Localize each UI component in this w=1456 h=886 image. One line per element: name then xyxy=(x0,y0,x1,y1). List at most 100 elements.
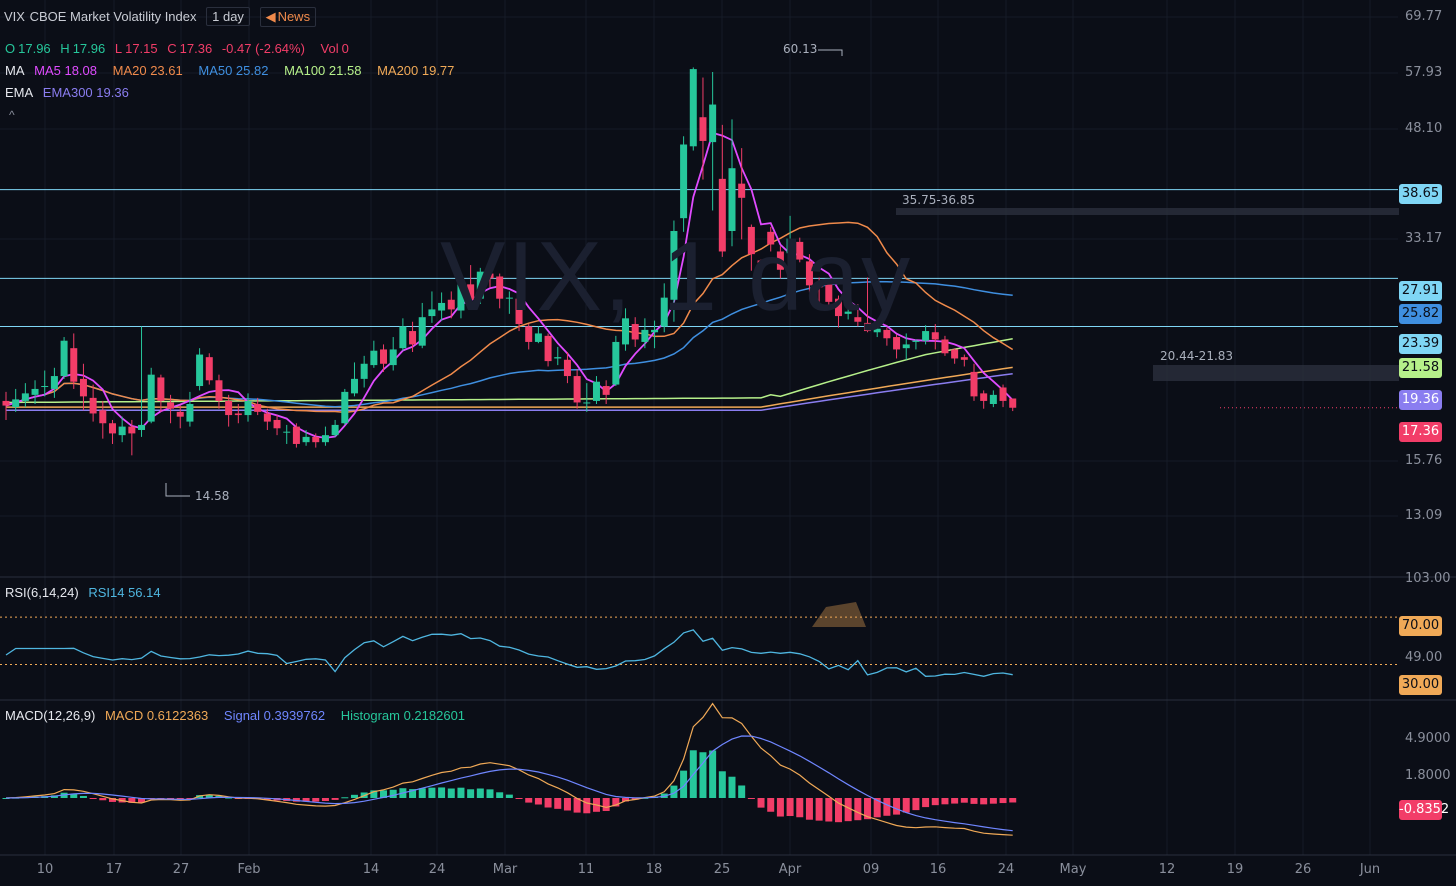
candle-body xyxy=(254,404,262,412)
candle-body xyxy=(428,309,436,317)
macd-histogram-bar xyxy=(515,798,523,799)
interval-selector[interactable]: 1 day xyxy=(206,7,250,26)
hline-price-tag[interactable]: 27.91 xyxy=(1399,281,1442,301)
macd-histogram-bar xyxy=(583,798,591,814)
macd-histogram-bar xyxy=(486,789,494,798)
macd-histogram-bar xyxy=(496,792,504,798)
symbol-name[interactable]: CBOE Market Volatility Index xyxy=(29,9,197,24)
open-label: O xyxy=(5,41,16,56)
macd-histogram-bar xyxy=(331,798,339,800)
low-marker xyxy=(165,483,190,497)
candle-body xyxy=(893,337,901,350)
macd-histogram-bar xyxy=(670,785,678,798)
candle-body xyxy=(941,339,949,354)
macd-histogram-bar xyxy=(389,789,397,798)
candle-body xyxy=(902,344,910,349)
candle-body xyxy=(699,117,707,141)
symbol-ticker[interactable]: VIX xyxy=(4,9,25,24)
hline-price-tag[interactable]: 23.39 xyxy=(1399,334,1442,354)
candle-body xyxy=(60,340,68,377)
candle-body xyxy=(689,69,697,147)
ema-legend[interactable]: EMA EMA300 19.36 xyxy=(5,85,135,100)
histogram-value: Histogram 0.2182601 xyxy=(340,708,466,723)
macd-histogram-bar xyxy=(883,798,891,816)
candle-body xyxy=(225,400,233,416)
candle-body xyxy=(321,435,329,443)
macd-histogram-bar xyxy=(922,798,930,808)
macd-histogram-bar xyxy=(612,798,620,807)
high-label: H xyxy=(60,41,70,56)
candle-body xyxy=(931,332,939,340)
candle-body xyxy=(31,388,39,395)
collapse-legend-icon[interactable]: ^ xyxy=(9,108,15,122)
volume-value: 0 xyxy=(341,41,349,56)
candle-body xyxy=(960,357,968,360)
macd-histogram-bar xyxy=(438,787,446,798)
rsi-line xyxy=(5,629,1013,677)
macd-histogram-bar xyxy=(999,798,1007,804)
macd-histogram-bar xyxy=(225,797,233,799)
price-zone-box xyxy=(1153,365,1399,381)
rsi-overbought-fill xyxy=(812,602,866,627)
macd-histogram-bar xyxy=(776,798,784,817)
date-axis-label: 14 xyxy=(362,862,380,877)
macd-histogram-bar xyxy=(563,798,571,811)
macd-histogram-bar xyxy=(989,798,997,804)
macd-histogram-bar xyxy=(205,794,213,798)
candle-body xyxy=(980,393,988,401)
macd-histogram-bar xyxy=(534,798,542,805)
ohlc-legend: O 17.96 H 17.96 L 17.15 C 17.36 -0.47 (-2.64… xyxy=(5,41,355,56)
candle-body xyxy=(738,183,746,198)
candle-body xyxy=(864,322,872,332)
candle-body xyxy=(486,273,494,279)
date-axis-label: 26 xyxy=(1294,862,1312,877)
candle-body xyxy=(128,426,136,434)
candle-body xyxy=(2,400,10,406)
macd-histogram-bar xyxy=(409,789,417,798)
candle-body xyxy=(912,340,920,342)
hline-price-tag[interactable]: 38.65 xyxy=(1399,184,1442,204)
candle-body xyxy=(728,168,736,232)
macd-histogram-bar xyxy=(312,798,320,802)
candle-body xyxy=(796,241,804,260)
candle-body xyxy=(70,348,78,382)
candle-body xyxy=(389,349,397,366)
candle-body xyxy=(292,426,300,444)
macd-histogram-bar xyxy=(79,795,87,798)
rsi-legend[interactable]: RSI(6,14,24) RSI14 56.14 xyxy=(5,585,167,600)
macd-value: MACD 0.6122363 xyxy=(104,708,209,723)
candle-body xyxy=(583,402,591,404)
macd-histogram-bar xyxy=(622,798,630,802)
candle-body xyxy=(747,226,755,255)
macd-histogram-bar xyxy=(2,798,10,799)
candle-body xyxy=(312,436,320,443)
macd-histogram-bar xyxy=(893,798,901,815)
macd-histogram-bar xyxy=(786,798,794,817)
macd-histogram-bar xyxy=(457,787,465,798)
date-axis-label: Feb xyxy=(237,862,261,877)
candle-body xyxy=(805,261,813,286)
macd-legend[interactable]: MACD(12,26,9) MACD 0.6122363 Signal 0.39… xyxy=(5,708,471,723)
ma100-price-tag: 21.58 xyxy=(1399,358,1442,378)
price-axis-label: 13.09 xyxy=(1405,508,1443,523)
candle-body xyxy=(302,436,310,443)
rsi-upper-tag: 70.00 xyxy=(1399,616,1442,636)
macd-axis-label: 4.9000 xyxy=(1405,731,1451,746)
ma-label: MA xyxy=(5,63,25,78)
macd-axis-label: 1.8000 xyxy=(1405,768,1451,783)
candle-body xyxy=(786,238,794,254)
close-value: 17.36 xyxy=(179,41,213,56)
candle-body xyxy=(12,399,20,408)
news-button[interactable]: ◀ News xyxy=(259,7,317,27)
candle-body xyxy=(844,311,852,314)
candle-body xyxy=(118,426,126,436)
rsi14-value: RSI14 56.14 xyxy=(88,585,161,600)
macd-histogram-bar xyxy=(573,798,581,813)
ma-legend[interactable]: MA MA5 18.08 MA20 23.61 MA50 25.82 MA100… xyxy=(5,63,460,78)
macd-histogram-bar xyxy=(844,798,852,822)
candle-body xyxy=(815,284,823,288)
candle-body xyxy=(825,284,833,302)
candle-body xyxy=(525,326,533,342)
candle-body xyxy=(418,317,426,346)
